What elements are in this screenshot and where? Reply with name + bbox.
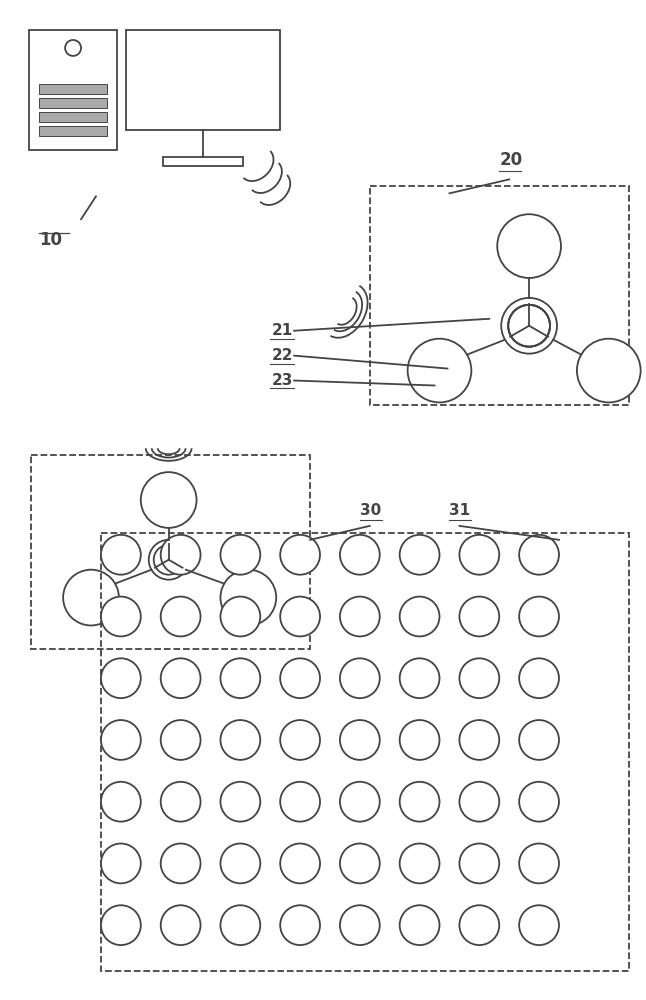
- Circle shape: [161, 658, 200, 698]
- Circle shape: [220, 782, 260, 822]
- Circle shape: [220, 535, 260, 575]
- Circle shape: [519, 905, 559, 945]
- Circle shape: [280, 535, 320, 575]
- Circle shape: [340, 905, 380, 945]
- Circle shape: [459, 905, 499, 945]
- Bar: [29, 30, 117, 150]
- Circle shape: [459, 658, 499, 698]
- Text: 10: 10: [39, 231, 62, 249]
- Bar: [31, 455, 310, 649]
- Circle shape: [280, 597, 320, 636]
- Circle shape: [220, 597, 260, 636]
- Circle shape: [340, 597, 380, 636]
- Bar: [101, 533, 629, 971]
- Circle shape: [340, 658, 380, 698]
- Bar: [39, 126, 107, 136]
- Circle shape: [459, 535, 499, 575]
- Circle shape: [161, 535, 200, 575]
- Circle shape: [101, 782, 141, 822]
- Text: 20: 20: [499, 151, 523, 169]
- Circle shape: [101, 720, 141, 760]
- Text: 23: 23: [272, 373, 293, 388]
- Text: 31: 31: [450, 503, 470, 518]
- Circle shape: [497, 214, 561, 278]
- Circle shape: [340, 844, 380, 883]
- Circle shape: [220, 905, 260, 945]
- Circle shape: [220, 570, 276, 625]
- Bar: [163, 157, 243, 166]
- Circle shape: [280, 720, 320, 760]
- Circle shape: [220, 844, 260, 883]
- Circle shape: [501, 298, 557, 354]
- Circle shape: [149, 540, 189, 580]
- Circle shape: [577, 339, 641, 402]
- Text: 21: 21: [272, 323, 293, 338]
- Bar: [39, 98, 107, 108]
- Circle shape: [101, 905, 141, 945]
- Circle shape: [400, 905, 439, 945]
- Circle shape: [161, 720, 200, 760]
- Circle shape: [340, 720, 380, 760]
- Circle shape: [519, 720, 559, 760]
- Circle shape: [161, 905, 200, 945]
- Circle shape: [220, 720, 260, 760]
- Circle shape: [340, 535, 380, 575]
- Circle shape: [220, 658, 260, 698]
- Circle shape: [280, 844, 320, 883]
- Circle shape: [161, 782, 200, 822]
- Circle shape: [280, 658, 320, 698]
- Circle shape: [101, 658, 141, 698]
- Circle shape: [101, 597, 141, 636]
- Circle shape: [400, 720, 439, 760]
- Circle shape: [459, 782, 499, 822]
- Circle shape: [519, 658, 559, 698]
- Bar: [370, 186, 629, 405]
- Circle shape: [400, 844, 439, 883]
- Circle shape: [161, 844, 200, 883]
- Circle shape: [519, 597, 559, 636]
- Circle shape: [161, 597, 200, 636]
- Text: 22: 22: [272, 348, 294, 363]
- Circle shape: [459, 720, 499, 760]
- Circle shape: [280, 905, 320, 945]
- Circle shape: [400, 597, 439, 636]
- Circle shape: [280, 782, 320, 822]
- Bar: [39, 112, 107, 122]
- Circle shape: [400, 535, 439, 575]
- Bar: [39, 84, 107, 94]
- Circle shape: [459, 844, 499, 883]
- Circle shape: [101, 844, 141, 883]
- Bar: [126, 30, 280, 130]
- Circle shape: [519, 782, 559, 822]
- Circle shape: [408, 339, 472, 402]
- Circle shape: [400, 658, 439, 698]
- Circle shape: [101, 535, 141, 575]
- Circle shape: [63, 570, 119, 625]
- Circle shape: [519, 844, 559, 883]
- Text: 30: 30: [360, 503, 381, 518]
- Circle shape: [519, 535, 559, 575]
- Circle shape: [65, 40, 81, 56]
- Circle shape: [400, 782, 439, 822]
- Circle shape: [459, 597, 499, 636]
- Circle shape: [340, 782, 380, 822]
- Circle shape: [141, 472, 196, 528]
